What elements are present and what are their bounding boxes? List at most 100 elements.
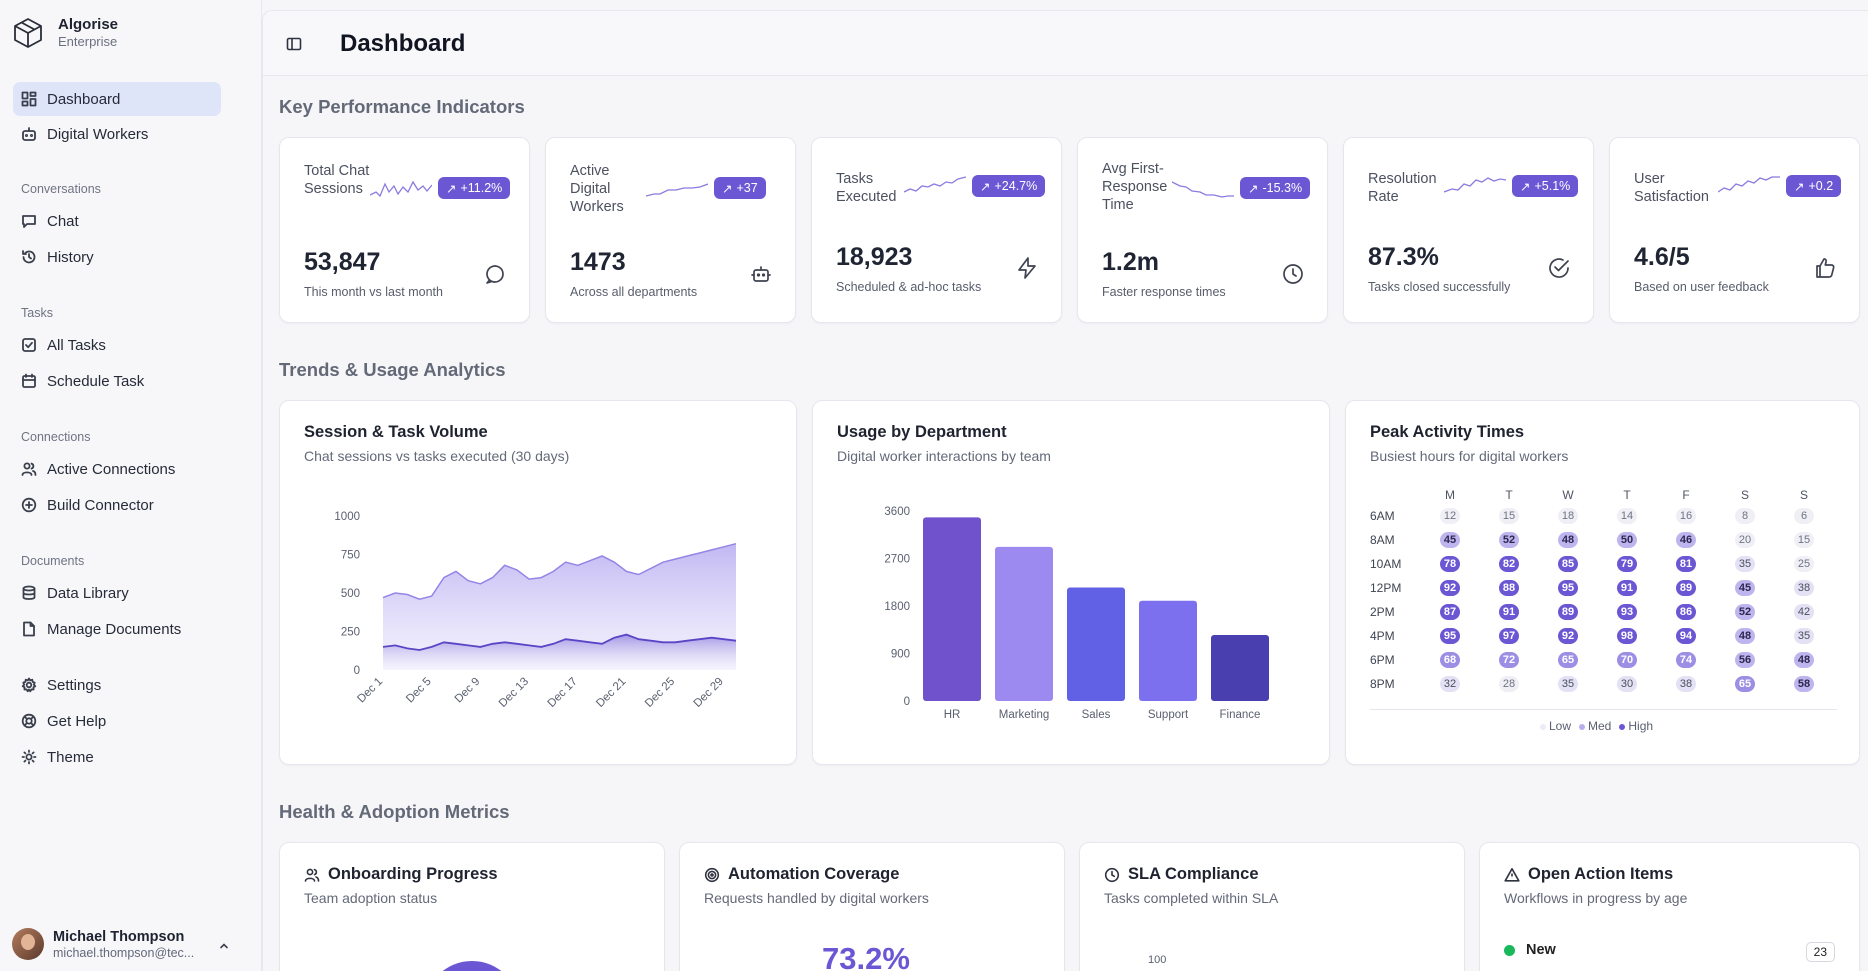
kpi-card-resolution-rate: Resolution Rate ↗ +5.1% 87.3% Tasks close… bbox=[1343, 137, 1594, 323]
heatmap-cell[interactable]: 58 bbox=[1794, 676, 1814, 692]
heatmap-cell[interactable]: 32 bbox=[1440, 676, 1460, 692]
sidebar-item-theme[interactable]: Theme bbox=[13, 740, 221, 774]
clock-icon bbox=[1104, 867, 1120, 882]
heatmap-cell[interactable]: 50 bbox=[1617, 532, 1637, 548]
brand[interactable]: Algorise Enterprise bbox=[12, 16, 118, 49]
heatmap-cell[interactable]: 95 bbox=[1558, 580, 1578, 596]
heatmap-cell[interactable]: 70 bbox=[1617, 652, 1637, 668]
heatmap-cell[interactable]: 20 bbox=[1735, 532, 1755, 548]
sparkline bbox=[1718, 176, 1780, 193]
heatmap-cell[interactable]: 86 bbox=[1676, 604, 1696, 620]
heatmap-cell[interactable]: 89 bbox=[1558, 604, 1578, 620]
heatmap-cell[interactable]: 48 bbox=[1558, 532, 1578, 548]
heatmap-cell[interactable]: 45 bbox=[1735, 580, 1755, 596]
heatmap-cell[interactable]: 35 bbox=[1558, 676, 1578, 692]
heatmap-cell[interactable]: 87 bbox=[1440, 604, 1460, 620]
sidebar-item-build-connector[interactable]: Build Connector bbox=[13, 488, 221, 522]
heatmap-cell[interactable]: 65 bbox=[1735, 676, 1755, 692]
card-subtitle: Tasks completed within SLA bbox=[1104, 890, 1279, 906]
sidebar-item-get-help[interactable]: Get Help bbox=[13, 704, 221, 738]
heatmap-cell[interactable]: 52 bbox=[1735, 604, 1755, 620]
heatmap-cell[interactable]: 15 bbox=[1794, 532, 1814, 548]
heatmap-cell[interactable]: 18 bbox=[1558, 508, 1578, 524]
bar-sales[interactable] bbox=[1067, 587, 1125, 701]
kpi-subtext: Scheduled & ad-hoc tasks bbox=[836, 280, 982, 294]
card-subtitle: Workflows in progress by age bbox=[1504, 890, 1688, 906]
heatmap-cell[interactable]: 81 bbox=[1676, 556, 1696, 572]
heatmap-row-label: 6AM bbox=[1370, 509, 1395, 523]
heatmap-cell[interactable]: 92 bbox=[1558, 628, 1578, 644]
card-subtitle: Requests handled by digital workers bbox=[704, 890, 929, 906]
action-item-count: 23 bbox=[1805, 942, 1835, 962]
bar-hr[interactable] bbox=[923, 517, 981, 701]
dashboard-icon bbox=[21, 91, 37, 107]
sidebar-item-digital-workers[interactable]: Digital Workers bbox=[13, 117, 221, 151]
bar-marketing[interactable] bbox=[995, 546, 1053, 701]
heatmap-cell[interactable]: 48 bbox=[1735, 628, 1755, 644]
sidebar-item-data-library[interactable]: Data Library bbox=[13, 576, 221, 610]
heatmap-cell[interactable]: 95 bbox=[1440, 628, 1460, 644]
heatmap-cell[interactable]: 91 bbox=[1617, 580, 1637, 596]
kpi-value: 53,847 bbox=[304, 248, 381, 276]
heatmap-cell[interactable]: 28 bbox=[1499, 676, 1519, 692]
heatmap-cell[interactable]: 72 bbox=[1499, 652, 1519, 668]
heatmap-cell[interactable]: 38 bbox=[1676, 676, 1696, 692]
bar-support[interactable] bbox=[1139, 600, 1197, 701]
heatmap-cell[interactable]: 88 bbox=[1499, 580, 1519, 596]
users-icon bbox=[21, 462, 37, 476]
heatmap-cell[interactable]: 97 bbox=[1499, 628, 1519, 644]
heatmap-cell[interactable]: 8 bbox=[1735, 508, 1755, 524]
heatmap-cell[interactable]: 46 bbox=[1676, 532, 1696, 548]
heatmap-cell[interactable]: 93 bbox=[1617, 604, 1637, 620]
heatmap-cell[interactable]: 56 bbox=[1735, 652, 1755, 668]
heatmap-cell[interactable]: 30 bbox=[1617, 676, 1637, 692]
heatmap-cell[interactable]: 16 bbox=[1676, 508, 1696, 524]
sidebar-item-manage-documents[interactable]: Manage Documents bbox=[13, 612, 221, 646]
y-tick-label: 500 bbox=[341, 588, 360, 600]
sidebar-item-schedule-task[interactable]: Schedule Task bbox=[13, 364, 221, 398]
heatmap-cell[interactable]: 52 bbox=[1499, 532, 1519, 548]
heatmap-cell[interactable]: 91 bbox=[1499, 604, 1519, 620]
heatmap-cell[interactable]: 65 bbox=[1558, 652, 1578, 668]
heatmap-cell[interactable]: 12 bbox=[1440, 508, 1460, 524]
sidebar-item-history[interactable]: History bbox=[13, 240, 221, 274]
heatmap-cell[interactable]: 15 bbox=[1499, 508, 1519, 524]
heatmap-cell[interactable]: 79 bbox=[1617, 556, 1637, 572]
user-menu[interactable]: Michael Thompson michael.thompson@tec... bbox=[12, 928, 228, 960]
heatmap-cell[interactable]: 82 bbox=[1499, 556, 1519, 572]
history-icon bbox=[22, 250, 36, 264]
card-subtitle: Digital worker interactions by team bbox=[837, 448, 1051, 464]
heatmap-cell[interactable]: 78 bbox=[1440, 556, 1460, 572]
sidebar-toggle-button[interactable] bbox=[283, 33, 305, 55]
bar-finance[interactable] bbox=[1211, 635, 1269, 701]
action-item-row[interactable]: New bbox=[1504, 942, 1556, 958]
heatmap-cell[interactable]: 94 bbox=[1676, 628, 1696, 644]
heatmap-cell[interactable]: 74 bbox=[1676, 652, 1696, 668]
heatmap-cell[interactable]: 42 bbox=[1794, 604, 1814, 620]
heatmap-cell[interactable]: 14 bbox=[1617, 508, 1637, 524]
heatmap-cell[interactable]: 85 bbox=[1558, 556, 1578, 572]
heatmap-cell[interactable]: 68 bbox=[1440, 652, 1460, 668]
heatmap-cell[interactable]: 92 bbox=[1440, 580, 1460, 596]
heatmap-cell[interactable]: 45 bbox=[1440, 532, 1460, 548]
heatmap-row-label: 8PM bbox=[1370, 677, 1395, 691]
heatmap-cell[interactable]: 25 bbox=[1794, 556, 1814, 572]
x-tick-label: Dec 29 bbox=[692, 676, 726, 710]
sidebar-item-active-connections[interactable]: Active Connections bbox=[13, 452, 221, 486]
heatmap-cell[interactable]: 38 bbox=[1794, 580, 1814, 596]
sidebar-item-chat[interactable]: Chat bbox=[13, 204, 221, 238]
kpi-value: 1473 bbox=[570, 248, 626, 276]
heatmap-cell[interactable]: 6 bbox=[1794, 508, 1814, 524]
heatmap-cell[interactable]: 89 bbox=[1676, 580, 1696, 596]
sidebar-item-settings[interactable]: Settings bbox=[13, 668, 221, 702]
thumbs-up-icon bbox=[1813, 256, 1837, 280]
sidebar-item-all-tasks[interactable]: All Tasks bbox=[13, 328, 221, 362]
heatmap-legend: Low Med High bbox=[1540, 719, 1653, 733]
users-icon bbox=[304, 868, 320, 882]
heatmap-cell[interactable]: 98 bbox=[1617, 628, 1637, 644]
heatmap-cell[interactable]: 48 bbox=[1794, 652, 1814, 668]
heatmap-cell[interactable]: 35 bbox=[1794, 628, 1814, 644]
chevron-up-icon[interactable] bbox=[218, 940, 230, 952]
heatmap-cell[interactable]: 35 bbox=[1735, 556, 1755, 572]
sidebar-item-dashboard[interactable]: Dashboard bbox=[13, 82, 221, 116]
